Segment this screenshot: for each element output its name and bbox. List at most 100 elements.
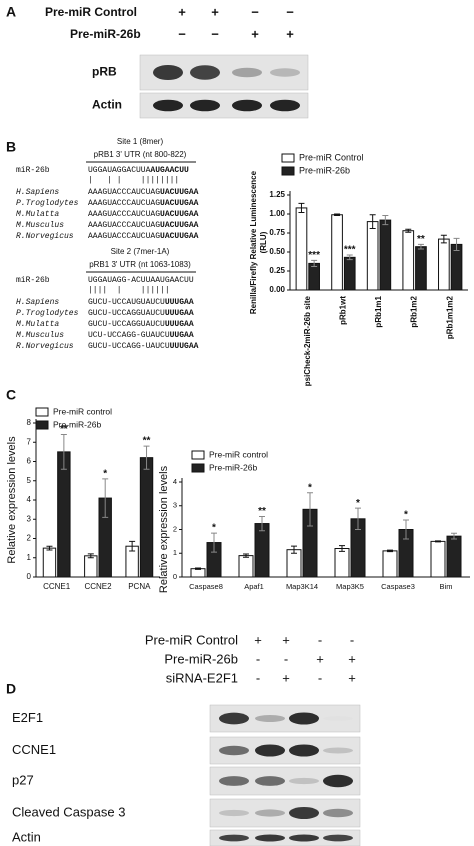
condition-sign: + [178,4,186,19]
species: M.Musculus [16,331,64,340]
error-bar [387,549,393,553]
blot-label: pRB [92,65,117,79]
blot-band [270,99,300,112]
condition-sign: - [318,632,322,647]
x-tick-label: PCNA [128,582,151,591]
bar [430,540,446,578]
error-bar [143,445,150,470]
utr-sequence: AAAGUACCCAUCUAGUACUUGAA [88,210,199,219]
condition-label: Pre-miR Control [45,5,137,19]
y-tick-label: 1 [173,548,177,557]
mirna-sequence: UGGAUAGG-ACUUAAUGAACUU [88,276,194,285]
sequence-seed: UUUGAA [165,298,194,307]
significance-label: ** [143,436,151,447]
legend-label: Pre-miR-26b [53,419,101,429]
significance-label: * [212,523,216,534]
condition-sign: - [284,651,288,666]
y-tick-label: 1.25 [269,190,285,199]
condition-sign: − [286,4,294,19]
x-tick-label: Caspase3 [381,582,415,591]
blot-band [289,712,319,725]
blot-band [153,64,183,81]
legend-swatch [281,153,295,163]
x-tick-label: pRb1wt [339,296,348,325]
condition-label: Pre-miR-26b [70,27,141,41]
mirna-sequence: UGGAUAGGACUUAAUGAACUU [88,166,189,175]
condition-label: siRNA-E2F1 [166,670,238,685]
sequence-plain: AAAGUACCCAUCUAG [88,221,160,230]
x-tick-label: Map3K5 [336,582,364,591]
utr-sequence: UCU-UCCAGG-GUAUCUUUGAA [88,331,194,340]
condition-sign: - [256,651,260,666]
utr-sequence: GUCU-UCCAGG-UAUCUUUUGAA [88,342,199,351]
legend-swatch [35,407,49,417]
y-tick-label: 0.25 [269,266,285,275]
x-tick-label: Caspase8 [189,582,223,591]
sequence-plain: GUCU-UCCAGGUAUCU [88,320,165,329]
utr-sequence: AAAGUACCCAUCUAGUACUUGAA [88,188,199,197]
panel-label: C [6,387,16,403]
significance-label: * [404,510,408,521]
bar [254,523,270,578]
bar [382,550,398,578]
panel-label: D [6,681,16,697]
species: M.Musculus [16,221,64,230]
sequence-seed: UUGAA [170,331,194,340]
significance-label: ** [417,234,425,245]
panel-label: B [6,139,16,155]
y-axis-label: Relative expression levels [6,436,18,564]
legend-label: Pre-miR control [53,406,112,416]
sequence-plain: AAAGUACCCAUCUAG [88,188,160,197]
significance-label: *** [344,245,356,256]
site-title: Site 2 (7mer-1A) [111,247,170,256]
blot-band [232,99,262,112]
blot-label: E2F1 [12,710,43,725]
blot-band [323,747,353,754]
blot-band [219,776,249,786]
utr-sequence: AAAGUACCCAUCUAGUACUUGAA [88,221,199,230]
blot-band [219,809,249,817]
x-tick-label: psiCheck-2miR-26b site [303,295,312,386]
significance-label: *** [308,250,320,261]
condition-sign: − [178,26,186,41]
error-bar [87,553,94,559]
sequence-plain: UCU-UCCAGG-GUAUCU [88,331,170,340]
error-bar [334,213,341,217]
x-tick-label: pRb1m2 [410,295,419,327]
error-bar [211,532,217,553]
x-tick-label: Map3K14 [286,582,318,591]
mirna-plain: UGGAUAGGACUUA [88,166,151,175]
error-bar [307,492,313,527]
condition-sign: + [316,651,324,666]
condition-label: Pre-miR Control [145,632,238,647]
error-bar [298,202,305,213]
y-tick-label: 2 [173,524,177,533]
x-tick-label: Apaf1 [244,582,264,591]
utr-sequence: AAAGUACCCAUCUAGUACUUGAA [88,232,199,241]
blot-band [219,712,249,725]
species: R.Norvegicus [16,232,74,241]
blot-band [255,715,285,722]
y-tick-label: 0.50 [269,247,285,256]
legend-swatch [35,420,49,430]
bar [238,555,254,578]
sequence-seed: UACUUGAA [160,210,199,219]
sequence-seed: UACUUGAA [160,221,199,230]
species: P.Troglodytes [16,199,79,208]
sequence-plain: AAAGUACCCAUCUAG [88,232,160,241]
sequence-seed: UUUGAA [165,320,194,329]
mirna-name: miR-26b [16,276,50,285]
bar [450,243,463,291]
sequence-seed: UACUUGAA [160,199,199,208]
bar [57,451,71,578]
sequence-seed: UACUUGAA [160,232,199,241]
blot-band [190,65,220,80]
condition-label: Pre-miR-26b [164,651,238,666]
error-bar [311,259,318,267]
bar [446,535,462,578]
error-bar [453,237,460,251]
condition-sign: - [318,670,322,685]
sequence-seed: UUUGAA [170,342,199,351]
error-bar [346,254,353,261]
y-axis-label: (RLU) [259,231,268,253]
